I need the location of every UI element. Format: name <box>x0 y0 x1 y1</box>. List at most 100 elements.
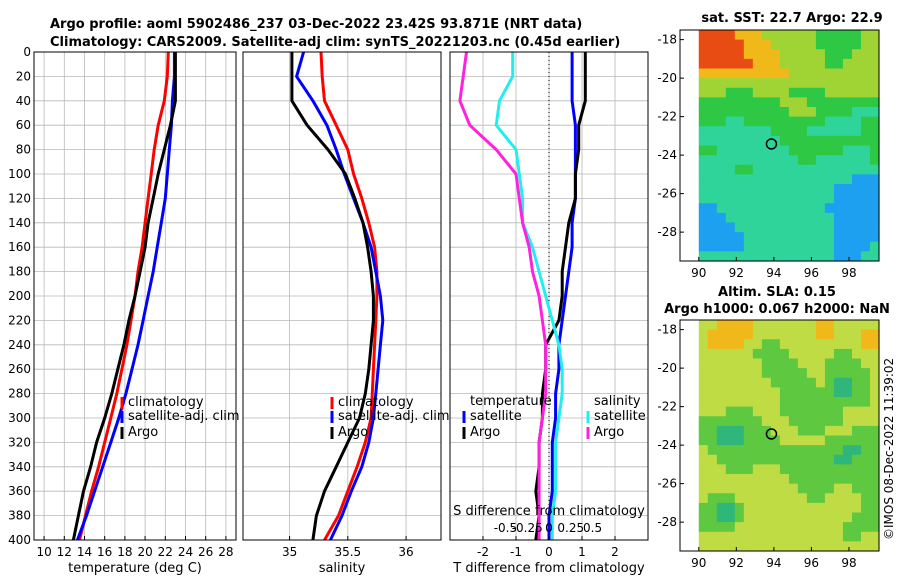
heatmap-cell <box>698 97 709 108</box>
heatmap-cell <box>869 397 880 408</box>
x-tick-label: 98 <box>841 556 856 570</box>
heatmap-cell <box>833 184 844 195</box>
heatmap-cell <box>734 87 745 98</box>
heatmap-cell <box>824 464 835 475</box>
heatmap-cell <box>752 68 763 79</box>
heatmap-cell <box>734 368 745 379</box>
heatmap-cell <box>806 39 817 50</box>
heatmap-cell <box>770 474 781 485</box>
heatmap-cell <box>761 212 772 224</box>
argo-position-marker <box>765 428 778 440</box>
heatmap-cell <box>725 222 736 233</box>
heatmap-cell <box>833 203 844 214</box>
depth-tick-label: 80 <box>16 143 31 157</box>
heatmap-cell <box>707 397 718 408</box>
heatmap-cell <box>707 329 718 340</box>
heatmap-cell <box>698 387 709 398</box>
heatmap-cell <box>725 97 736 108</box>
heatmap-cell <box>842 387 853 398</box>
heatmap-cell <box>806 435 817 446</box>
heatmap-cell <box>824 193 835 204</box>
heatmap-cell <box>707 416 718 427</box>
heatmap-cell <box>734 232 745 243</box>
difference-panel: -2 -1 0 1 2 T difference from climatology S di… <box>449 51 649 576</box>
heatmap-cell <box>869 541 880 552</box>
heatmap-cell <box>851 126 862 137</box>
heatmap-cell <box>716 512 727 523</box>
heatmap-cell <box>797 126 808 137</box>
heatmap-cell <box>743 145 754 156</box>
heatmap-cell <box>698 58 709 70</box>
heatmap-cell <box>860 193 871 204</box>
heatmap-cell <box>761 184 772 195</box>
y-tick-label: -26 <box>657 477 677 491</box>
heatmap-cell <box>707 241 718 252</box>
heatmap-cell <box>869 58 880 70</box>
heatmap-cell <box>815 406 826 417</box>
heatmap-cell <box>779 339 790 350</box>
heatmap-cell <box>698 241 709 252</box>
heatmap-cell <box>806 212 817 224</box>
heatmap-cell <box>698 531 709 542</box>
heatmap-cell <box>752 522 763 533</box>
figure-title-line2: Climatology: CARS2009. Satellite-adj cli… <box>50 35 620 50</box>
heatmap-cell <box>815 87 826 98</box>
heatmap-cell <box>833 107 844 118</box>
heatmap-cell <box>824 184 835 195</box>
heatmap-cell <box>707 97 718 108</box>
heatmap-cell <box>734 222 745 233</box>
heatmap-cell <box>851 483 862 494</box>
heatmap-cell <box>770 522 781 533</box>
depth-tick-label: 340 <box>8 460 31 474</box>
heatmap-cell <box>806 493 817 504</box>
heatmap-cell <box>860 145 871 156</box>
heatmap-cell <box>707 483 718 494</box>
x-tick-label: 20 <box>137 545 152 559</box>
depth-tick-label: 400 <box>8 533 31 547</box>
heatmap-cell <box>734 541 745 552</box>
heatmap-cell <box>725 87 736 98</box>
heatmap-cell <box>851 464 862 475</box>
heatmap-cell <box>725 454 736 465</box>
heatmap-cell <box>860 184 871 195</box>
heatmap-cell <box>743 541 754 552</box>
heatmap-cell <box>788 512 799 523</box>
heatmap-cell <box>788 397 799 408</box>
heatmap-cell <box>779 212 790 224</box>
heatmap-cell <box>716 232 727 243</box>
heatmap-cell <box>761 241 772 252</box>
heatmap-cell <box>707 78 718 89</box>
heatmap-cell <box>761 502 772 514</box>
heatmap-cell <box>770 184 781 195</box>
heatmap-cell <box>824 454 835 465</box>
heatmap-cell <box>770 241 781 252</box>
heatmap-cell <box>842 49 853 60</box>
heatmap-cell <box>797 522 808 533</box>
heatmap-cell <box>860 135 871 147</box>
heatmap-cell <box>770 145 781 156</box>
heatmap-cell <box>707 251 718 262</box>
heatmap-cell <box>869 212 880 224</box>
heatmap-cell <box>770 464 781 475</box>
heatmap-cell <box>833 39 844 50</box>
heatmap-cell <box>815 212 826 224</box>
heatmap-cell <box>761 435 772 446</box>
heatmap-cell <box>815 464 826 475</box>
heatmap-cell <box>842 406 853 417</box>
heatmap-cell <box>842 164 853 175</box>
heatmap-cell <box>779 126 790 137</box>
heatmap-cell <box>842 232 853 243</box>
heatmap-cell <box>869 368 880 379</box>
heatmap-cell <box>752 107 763 118</box>
heatmap-cell <box>698 445 709 456</box>
heatmap-cell <box>842 58 853 70</box>
heatmap-cell <box>725 339 736 350</box>
heatmap-cell <box>860 320 871 331</box>
heatmap-cell <box>824 87 835 98</box>
heatmap-cell <box>860 358 871 369</box>
heatmap-cell <box>716 174 727 185</box>
heatmap-cell <box>779 184 790 195</box>
heatmap-cell <box>860 512 871 523</box>
heatmap-cell <box>788 464 799 475</box>
heatmap-cell <box>842 464 853 475</box>
